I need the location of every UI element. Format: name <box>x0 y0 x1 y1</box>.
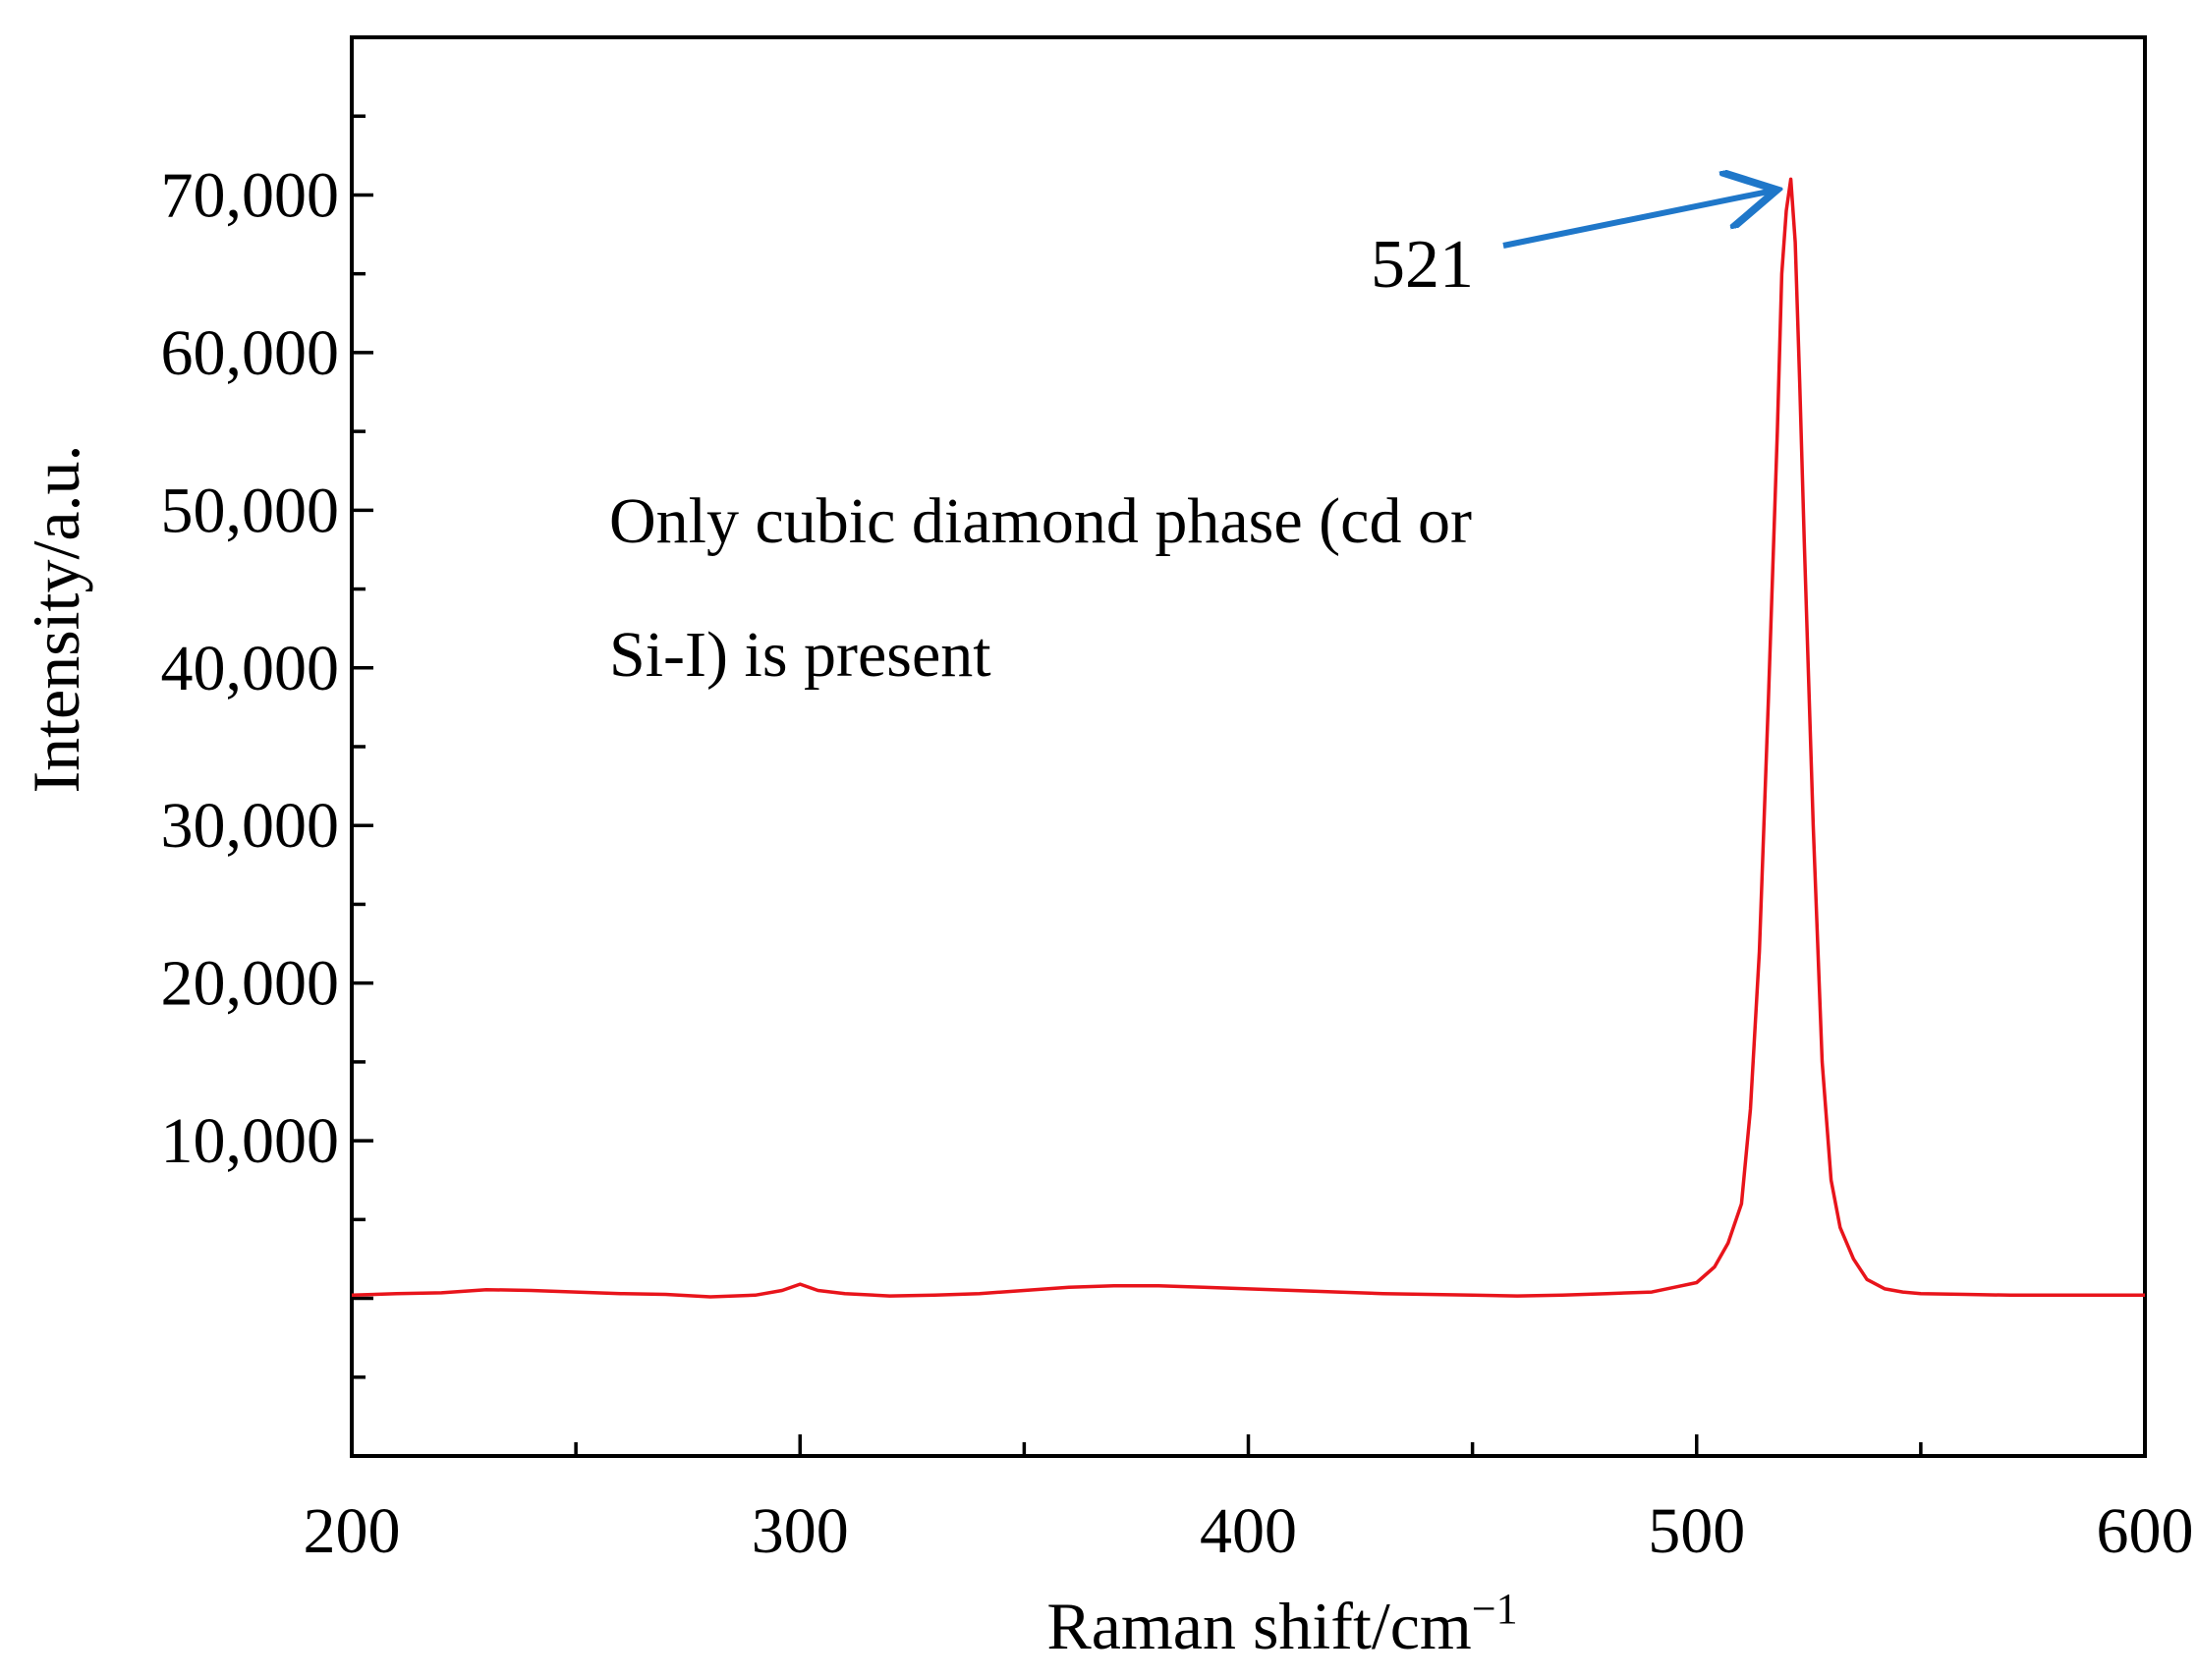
x-axis-tick-labels: 200 300 400 500 600 <box>304 1495 2194 1567</box>
y-axis-title: Intensity/a.u. <box>19 444 93 793</box>
peak-arrow <box>1502 191 1772 249</box>
y-axis-tick-labels: 10,000 20,000 30,000 40,000 50,000 60,000 70,0… <box>161 159 340 1177</box>
x-axis-title: Raman shift/cm−1 <box>1046 1585 1517 1663</box>
x-tick-label: 600 <box>2097 1495 2194 1567</box>
y-tick-label: 50,000 <box>161 475 340 546</box>
phase-annotation-line-1: Only cubic diamond phase (cd or <box>609 485 1472 557</box>
y-tick-label: 60,000 <box>161 317 340 389</box>
spectrum-line <box>351 177 2145 1299</box>
y-tick-label: 20,000 <box>161 948 340 1020</box>
x-tick-label: 200 <box>304 1495 401 1567</box>
peak-label: 521 <box>1371 227 1474 303</box>
x-axis-ticks <box>350 1434 2147 1456</box>
plot-frame <box>350 35 2147 1458</box>
x-axis-title-text: Raman shift/cm <box>1046 1589 1471 1663</box>
y-tick-label: 40,000 <box>161 633 340 704</box>
y-tick-label: 30,000 <box>161 790 340 862</box>
phase-annotation-line-2: Si-I) is present <box>609 619 991 691</box>
x-tick-label: 400 <box>1200 1495 1297 1567</box>
y-axis-ticks <box>352 114 373 1379</box>
x-axis-title-superscript: −1 <box>1472 1585 1518 1633</box>
x-tick-label: 500 <box>1648 1495 1745 1567</box>
y-tick-label: 10,000 <box>161 1105 340 1177</box>
y-tick-label: 70,000 <box>161 159 340 231</box>
x-tick-label: 300 <box>752 1495 849 1567</box>
